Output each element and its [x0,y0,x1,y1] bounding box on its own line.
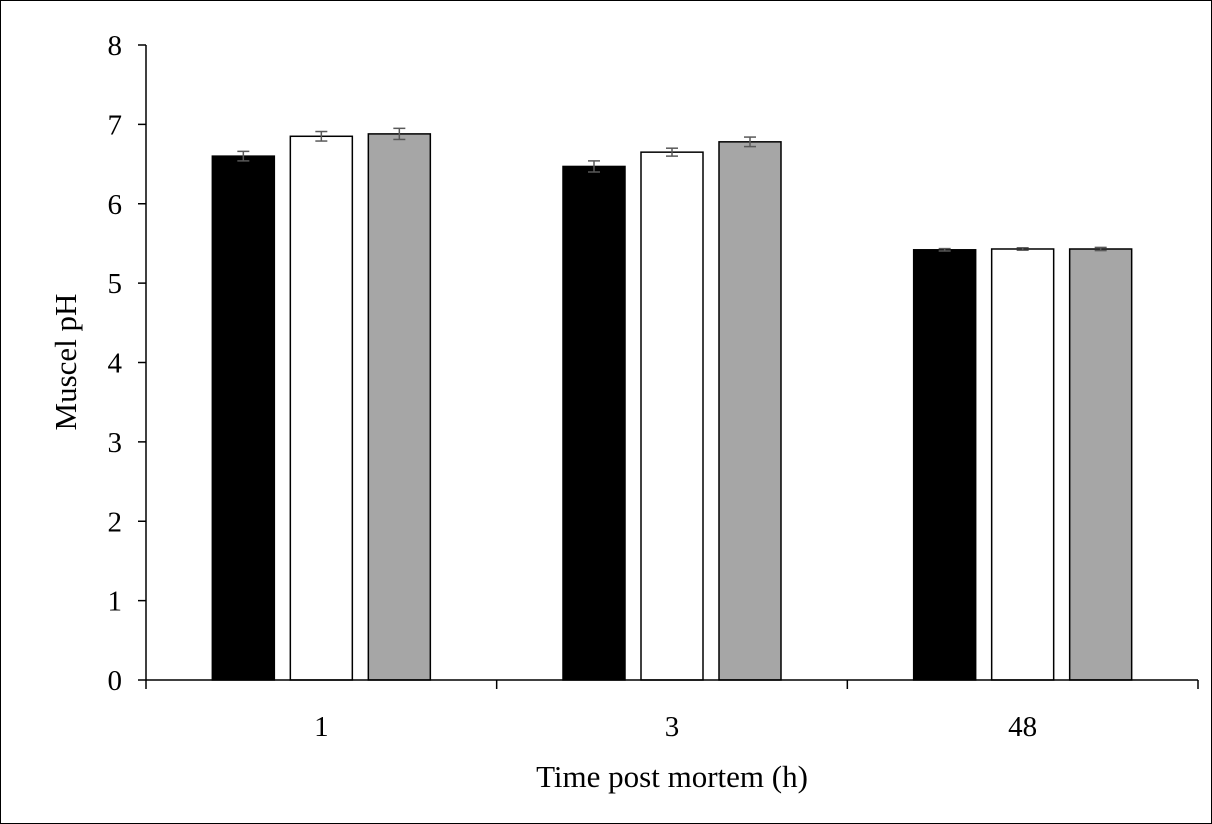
y-tick-label: 3 [108,427,123,459]
y-tick-label: 6 [108,189,123,221]
bar [990,248,1055,681]
bar [367,133,432,681]
bar [211,155,276,681]
y-tick-label: 0 [108,665,123,697]
x-tick-label: 1 [314,711,329,743]
bar [562,165,626,681]
y-tick-label: 1 [108,586,123,618]
bar [640,151,704,681]
bars-layer [211,127,1133,681]
x-axis-title: Time post mortem (h) [536,759,808,794]
y-axis-title: Muscel pH [48,294,83,431]
y-tick-label: 5 [108,268,123,300]
x-tick-label: 3 [665,711,680,743]
y-tick-label: 7 [108,109,123,141]
ticks-layer: 0 1 2 3 4 5 6 7 8 1 3 48 [108,30,1199,743]
bar [1068,248,1133,681]
x-tick-label: 48 [1008,711,1037,743]
y-tick-label: 2 [108,506,123,538]
y-tick-label: 8 [108,30,123,62]
bar [718,141,782,681]
bar [289,135,354,681]
y-tick-label: 4 [108,348,123,380]
bar [912,249,977,681]
